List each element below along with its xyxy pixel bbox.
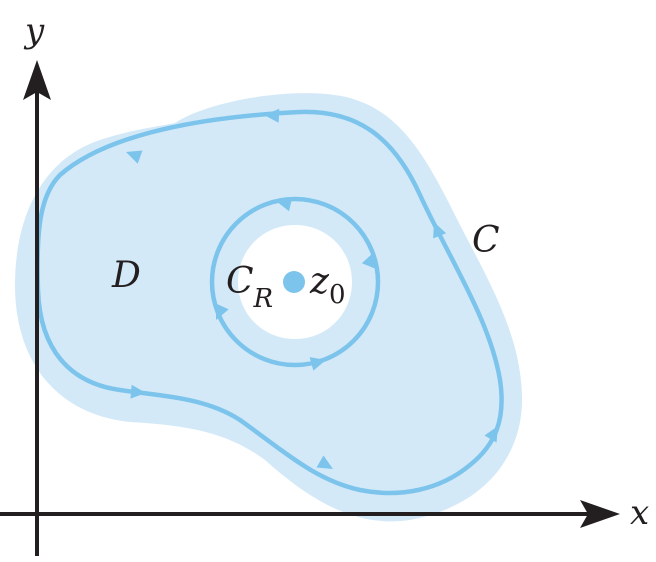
outer-arrow-top-left <box>126 150 143 164</box>
outer-contour-c <box>35 109 504 496</box>
outer-contour-arrows <box>126 108 498 469</box>
point-label-z0: z0 <box>309 261 346 310</box>
outer-arrow-bottom <box>316 455 333 469</box>
inner-contour-label-sub: R <box>253 284 274 314</box>
point-label-main: z <box>309 261 330 302</box>
inner-arrow-top <box>276 197 293 212</box>
inner-arrow-bottom <box>309 357 326 371</box>
inner-contour-label: CR <box>226 261 273 314</box>
x-axis-arrowhead <box>580 500 620 528</box>
inner-contour-label-main: C <box>226 261 254 302</box>
y-axis-arrowhead <box>23 60 51 100</box>
outer-arrow-top <box>264 108 280 123</box>
outer-arrow-right-lower <box>484 426 498 443</box>
x-axis-label: x <box>630 493 649 533</box>
inner-contour-cr <box>209 196 381 368</box>
outer-arrow-bottom-left <box>130 384 146 399</box>
point-z0 <box>283 271 305 293</box>
outer-contour-label-c: C <box>472 220 500 261</box>
inner-contour-arrows <box>215 197 375 371</box>
inner-arrow-left <box>215 303 229 320</box>
outer-arrow-right-upper <box>433 222 447 239</box>
region-d-fill <box>15 93 523 522</box>
axes <box>0 60 620 556</box>
y-axis-label: y <box>23 11 45 51</box>
inner-arrow-right <box>361 252 375 269</box>
point-label-sub: 0 <box>329 280 346 310</box>
region-label-d: D <box>111 255 141 296</box>
